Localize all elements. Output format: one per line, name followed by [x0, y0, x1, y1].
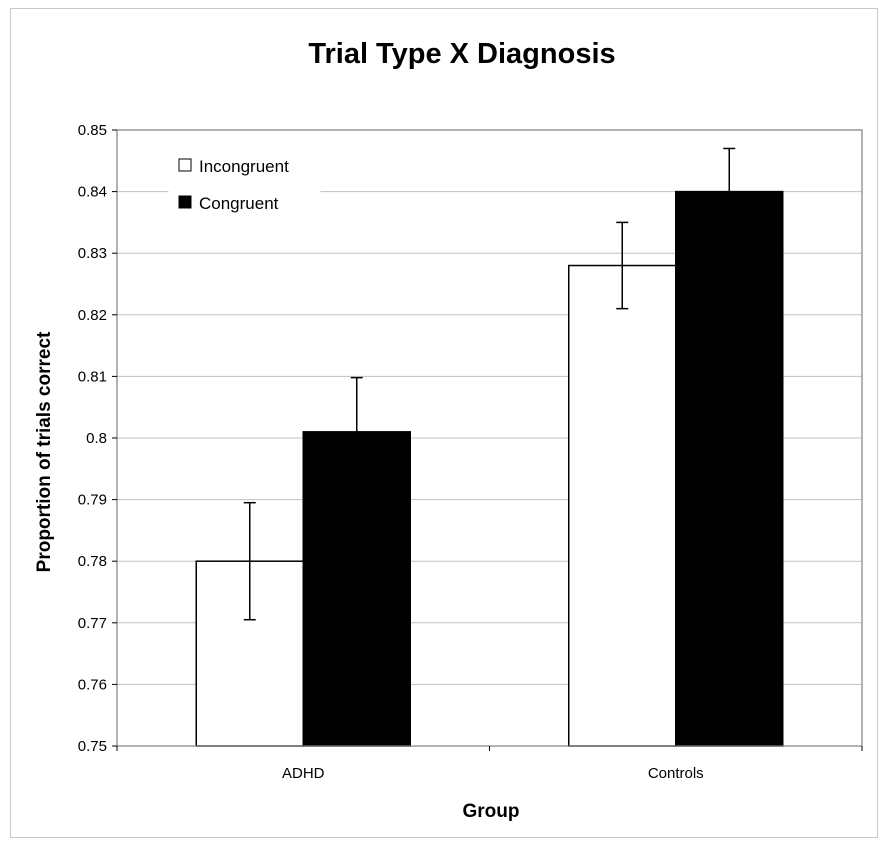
x-tick-label-adhd: ADHD: [282, 765, 325, 782]
y-tick-label: 0.77: [78, 615, 107, 632]
bar-congruent-controls: [675, 190, 784, 747]
y-tick-label: 0.84: [78, 184, 107, 201]
y-tick-label: 0.78: [78, 553, 107, 570]
bar-incongruent-controls: [568, 264, 677, 747]
chart-title: Trial Type X Diagnosis: [308, 38, 615, 70]
y-tick-label: 0.76: [78, 676, 107, 693]
x-tick-label-controls: Controls: [648, 765, 704, 782]
x-axis-title: Group: [463, 801, 520, 822]
x-axis-ticks: ADHD Controls: [116, 746, 863, 782]
y-tick-label: 0.83: [78, 245, 107, 262]
y-tick-label: 0.79: [78, 492, 107, 509]
y-tick-label: 0.8: [86, 430, 107, 447]
y-tick-label: 0.75: [78, 738, 107, 755]
error-bars: [243, 147, 736, 621]
y-axis-title: Proportion of trials correct: [34, 331, 55, 572]
legend-swatch-congruent: [178, 195, 192, 209]
y-axis-ticks: 0.75 0.76 0.77 0.78 0.79 0.8 0.81 0.82 0.83 0.84 0…: [78, 122, 117, 755]
legend-label-congruent: Congruent: [199, 194, 279, 213]
y-tick-label: 0.81: [78, 368, 107, 385]
legend-box: [168, 146, 321, 222]
legend-swatch-incongruent: [178, 158, 192, 172]
y-tick-label: 0.82: [78, 307, 107, 324]
bars: [195, 190, 784, 747]
y-tick-label: 0.85: [78, 122, 107, 139]
legend: Incongruent Congruent: [168, 146, 321, 222]
legend-label-incongruent: Incongruent: [199, 157, 289, 176]
